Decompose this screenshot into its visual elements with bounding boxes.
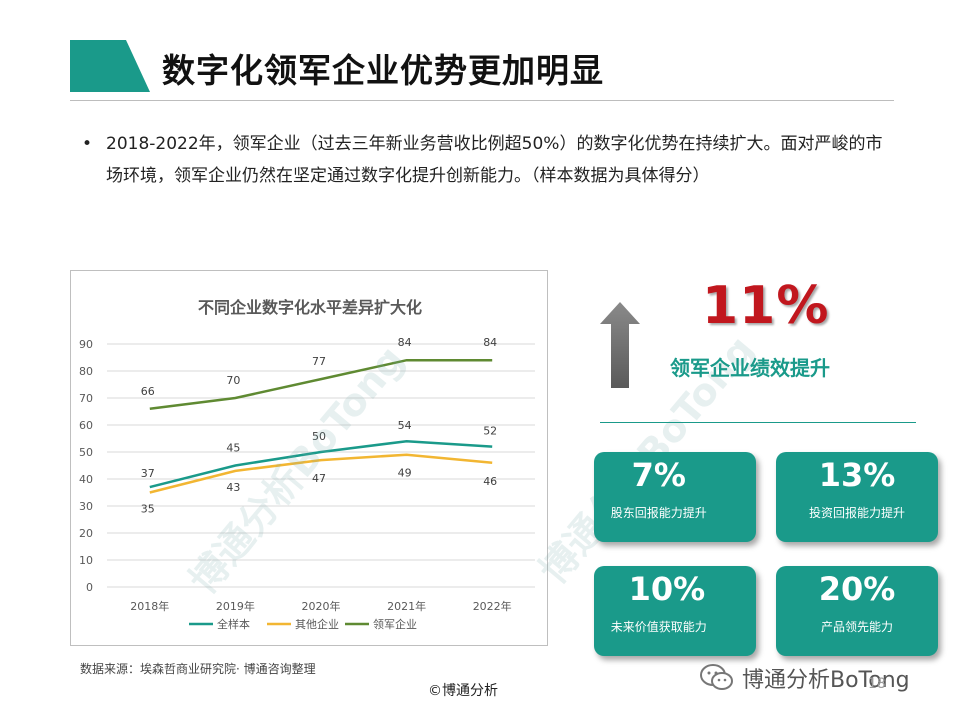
data-label: 50	[312, 430, 326, 443]
title-bar: 数字化领军企业优势更加明显	[0, 40, 960, 101]
metric-card-investment: 13% 投资回报能力提升	[776, 452, 938, 542]
metric-value: 20%	[818, 570, 896, 608]
series-line	[149, 439, 493, 489]
series-line	[149, 453, 493, 494]
data-label: 54	[398, 419, 412, 432]
data-label: 52	[483, 425, 497, 438]
copyright-text: ©博通分析	[428, 683, 498, 699]
data-label: 45	[226, 442, 240, 455]
wechat-account: 博通分析BoTong	[700, 662, 910, 694]
y-tick-label: 10	[79, 554, 93, 567]
x-tick-label: 2021年	[387, 599, 426, 613]
metric-card-future-value: 10% 未来价值获取能力	[594, 566, 756, 656]
x-tick-label: 2019年	[216, 599, 255, 613]
data-label: 47	[312, 472, 326, 485]
metric-label: 产品领先能力	[820, 620, 893, 634]
data-label: 49	[398, 467, 412, 480]
x-tick-label: 2020年	[302, 599, 341, 613]
page-title: 数字化领军企业优势更加明显	[162, 51, 604, 90]
title-divider	[70, 100, 894, 101]
y-tick-label: 50	[79, 446, 93, 459]
y-tick-label: 90	[79, 338, 93, 351]
data-label: 35	[141, 503, 155, 516]
metric-value: 10%	[628, 570, 706, 608]
y-tick-label: 0	[86, 581, 93, 594]
data-label: 46	[483, 475, 497, 488]
page-number: 18	[868, 676, 886, 692]
intro-text: 2018-2022年，领军企业（过去三年新业务营收比例超50%）的数字化优势在持…	[106, 134, 883, 186]
wechat-icon	[700, 664, 733, 690]
data-label: 66	[141, 385, 155, 398]
chart-svg: 不同企业数字化水平差异扩大化 0 10 20 30 40 50 60 70 80 90 2018年 20…	[79, 298, 535, 631]
line-chart: 不同企业数字化水平差异扩大化 0 10 20 30 40 50 60 70 80 90 2018年 20…	[70, 270, 548, 646]
data-label: 84	[483, 336, 497, 349]
y-tick-label: 30	[79, 500, 93, 513]
y-tick-label: 20	[79, 527, 93, 540]
data-source-note: 数据来源：埃森哲商业研究院· 博通咨询整理	[80, 662, 316, 676]
legend-label: 领军企业	[373, 617, 417, 631]
chart-title: 不同企业数字化水平差异扩大化	[198, 298, 422, 317]
data-label: 43	[226, 481, 240, 494]
y-tick-label: 40	[79, 473, 93, 486]
legend-label: 其他企业	[295, 617, 339, 631]
metric-card-shareholder: 7% 股东回报能力提升	[594, 452, 756, 542]
data-label: 37	[141, 467, 155, 480]
performance-value: 11%	[702, 276, 830, 336]
performance-divider	[600, 422, 916, 423]
y-tick-label: 60	[79, 419, 93, 432]
x-tick-label: 2018年	[130, 599, 169, 613]
legend-label: 全样本	[217, 617, 250, 631]
wechat-name: 博通分析BoTong	[742, 668, 910, 693]
arrow-up-icon	[600, 302, 640, 388]
metric-label: 投资回报能力提升	[808, 506, 905, 520]
metric-value: 13%	[818, 456, 896, 494]
data-label: 84	[398, 336, 412, 349]
y-tick-label: 70	[79, 392, 93, 405]
x-tick-label: 2022年	[473, 599, 512, 613]
metric-card-product: 20% 产品领先能力	[776, 566, 938, 656]
metric-label: 股东回报能力提升	[610, 506, 707, 520]
intro-paragraph: • 2018-2022年，领军企业（过去三年新业务营收比例超50%）的数字化优势…	[82, 128, 892, 192]
title-accent-shape	[70, 40, 150, 92]
data-label: 70	[226, 374, 240, 387]
bullet-icon: •	[82, 134, 93, 154]
y-tick-label: 80	[79, 365, 93, 378]
performance-label: 领军企业绩效提升	[670, 356, 830, 380]
metric-label: 未来价值获取能力	[610, 620, 707, 634]
series-line	[149, 358, 493, 411]
data-label: 77	[312, 355, 326, 368]
metric-value: 7%	[631, 456, 686, 494]
